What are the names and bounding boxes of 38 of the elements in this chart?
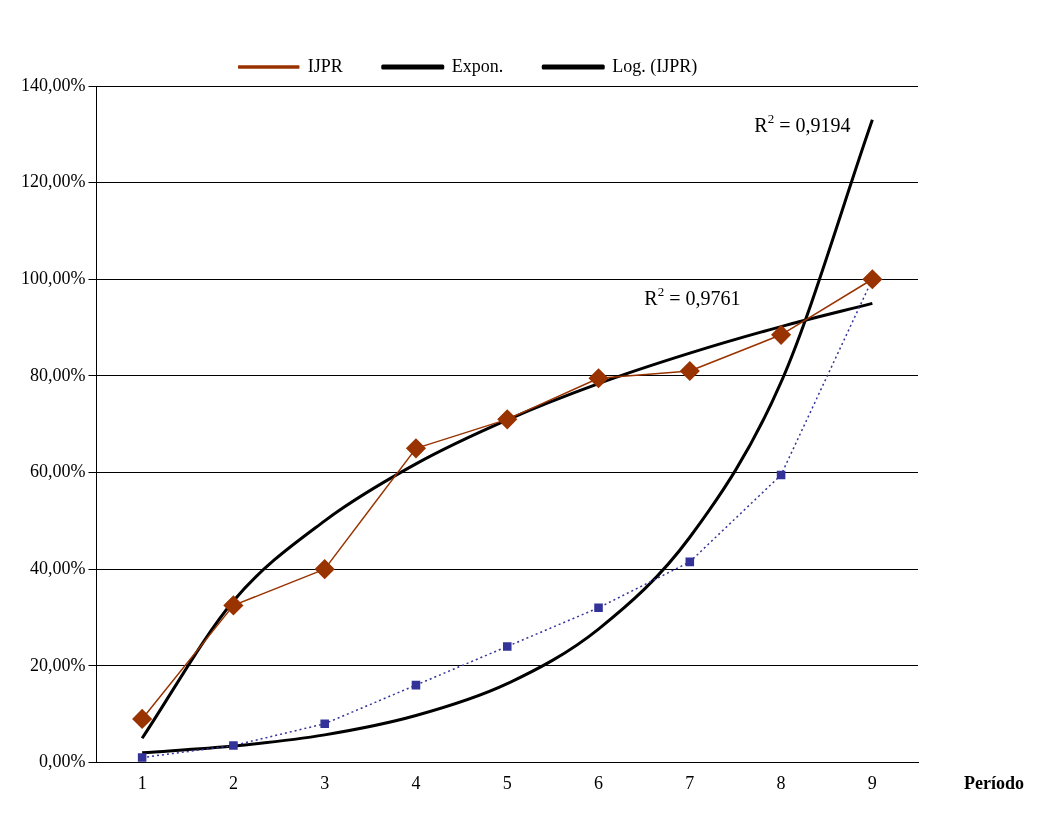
point: [132, 709, 152, 729]
legend-label: IJPR: [307, 55, 343, 76]
point: [223, 595, 244, 616]
y-tick-label: 0,00%: [38, 751, 86, 772]
x-tick-label: 5: [502, 772, 512, 793]
y-tick-label: 100,00%: [20, 267, 86, 288]
x-tick-label: 1: [137, 772, 147, 793]
y-tick-label: 20,00%: [29, 654, 86, 675]
y-tick-label: 80,00%: [29, 364, 86, 385]
x-tick-label: 6: [594, 772, 604, 793]
point: [771, 325, 791, 345]
x-tick-label: 2: [228, 772, 238, 793]
legend-label: Log. (IJPR): [612, 55, 698, 77]
y-tick-label: 40,00%: [29, 557, 86, 578]
point: [680, 361, 700, 381]
x-tick-label: 8: [776, 772, 786, 793]
x-axis-title: Período: [964, 772, 1024, 793]
x-tick-label: 3: [320, 772, 330, 793]
point: [594, 603, 603, 613]
point: [502, 642, 512, 651]
point: [862, 269, 883, 290]
point: [685, 557, 695, 567]
y-tick-label: 120,00%: [20, 171, 86, 192]
y-tick-label: 60,00%: [29, 461, 86, 482]
x-tick-label: 7: [685, 772, 695, 793]
point: [137, 753, 147, 762]
point: [320, 719, 329, 729]
x-tick-label: 4: [411, 772, 421, 793]
x-tick-label: 9: [867, 772, 877, 793]
point: [776, 470, 786, 480]
point: [314, 559, 335, 579]
point: [229, 741, 238, 750]
point: [497, 409, 517, 430]
point: [411, 680, 421, 690]
y-tick-label: 140,00%: [20, 74, 86, 95]
legend-label: Expon.: [451, 55, 504, 76]
point: [588, 368, 609, 389]
point: [406, 438, 426, 459]
